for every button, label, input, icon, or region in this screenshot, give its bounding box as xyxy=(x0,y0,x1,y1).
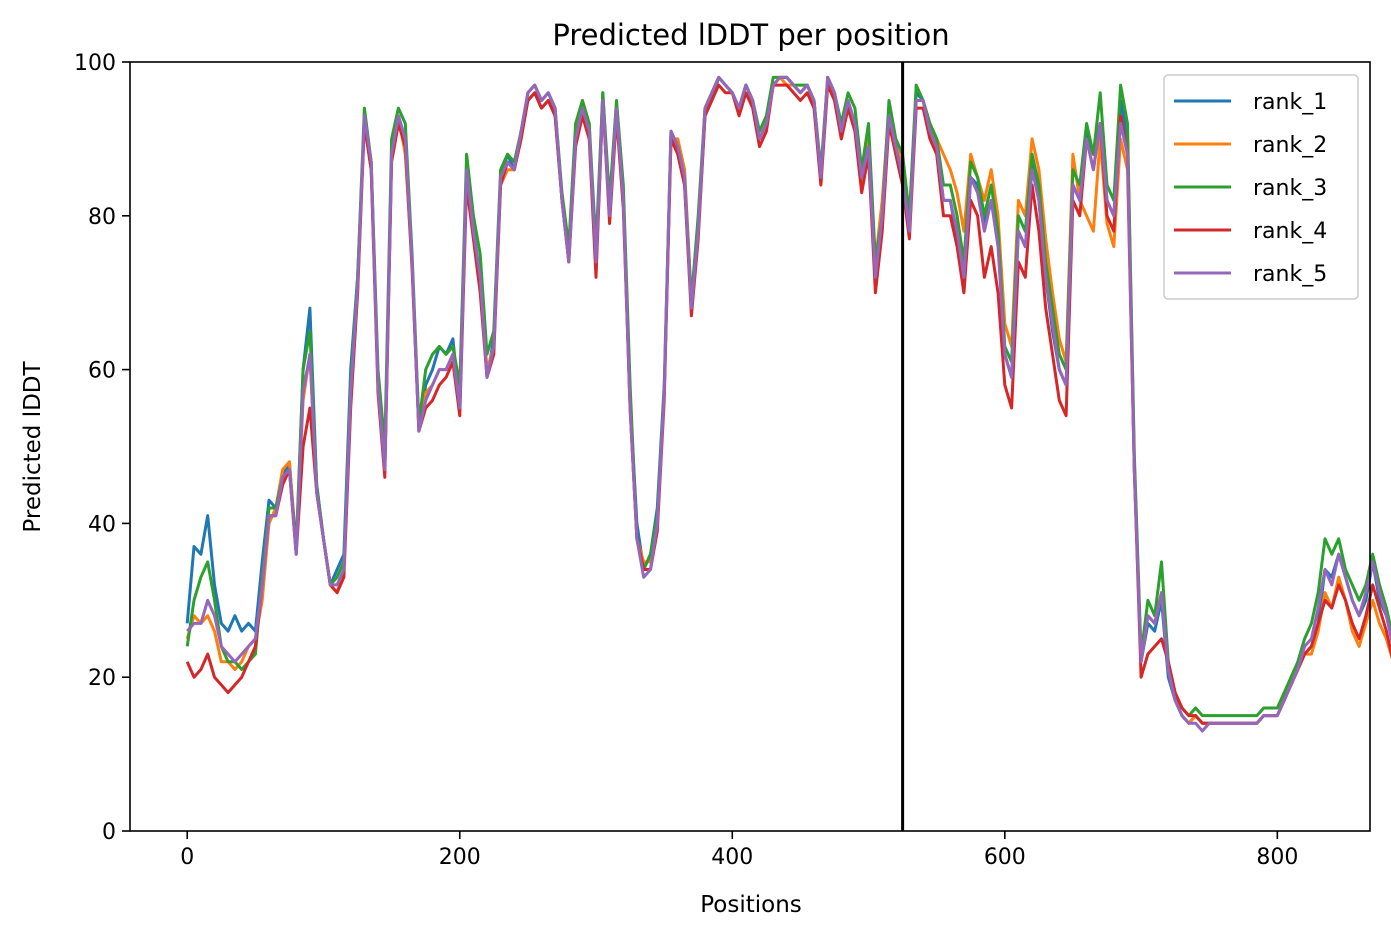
legend-label-rank_3: rank_3 xyxy=(1253,176,1327,201)
legend-box xyxy=(1163,74,1359,300)
legend-label-rank_5: rank_5 xyxy=(1253,262,1327,287)
x-tick-label: 0 xyxy=(180,845,194,870)
y-axis-ticks: 0 20 40 60 80 100 xyxy=(74,51,130,845)
y-tick-label: 20 xyxy=(88,666,116,691)
legend-label-rank_2: rank_2 xyxy=(1253,133,1327,158)
series-line-rank_5 xyxy=(186,75,1391,733)
series-line-rank_3 xyxy=(185,75,1391,718)
series-group xyxy=(185,75,1391,733)
chart-title: Predicted lDDT per position xyxy=(552,18,949,52)
x-axis-ticks: 0 200 400 600 800 xyxy=(180,831,1298,870)
x-tick-label: 200 xyxy=(439,845,481,870)
x-axis-label: Positions xyxy=(700,892,802,918)
y-axis-label: Predicted lDDT xyxy=(20,360,46,532)
legend: rank_1 rank_2 rank_3 rank_4 rank_5 xyxy=(1163,74,1359,300)
y-tick-label: 0 xyxy=(102,820,116,845)
y-tick-label: 80 xyxy=(88,205,116,230)
y-tick-label: 100 xyxy=(74,51,116,76)
y-tick-label: 40 xyxy=(88,512,116,537)
plot-frame xyxy=(129,61,1371,832)
x-tick-label: 600 xyxy=(984,845,1026,870)
x-tick-label: 800 xyxy=(1256,845,1298,870)
legend-label-rank_4: rank_4 xyxy=(1253,219,1327,244)
legend-label-rank_1: rank_1 xyxy=(1253,90,1327,115)
x-tick-label: 400 xyxy=(711,845,753,870)
y-tick-label: 60 xyxy=(88,359,116,384)
